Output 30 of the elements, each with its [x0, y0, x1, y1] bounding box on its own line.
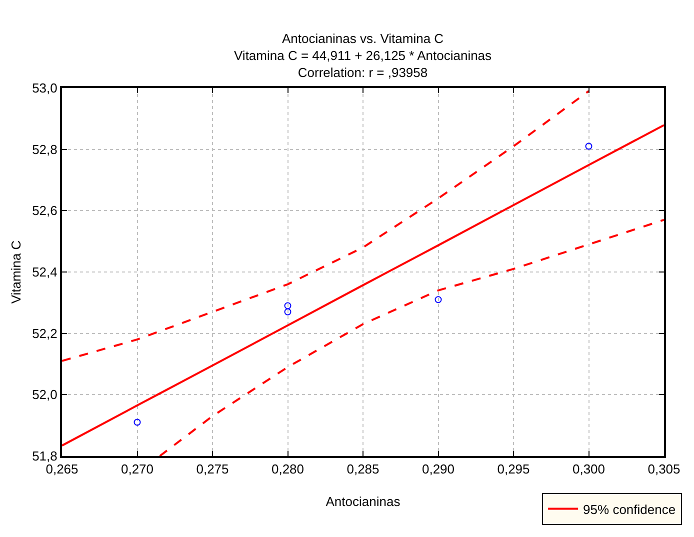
y-tick-label: 52,8 — [32, 142, 58, 157]
x-tick-label: 0,285 — [346, 462, 380, 477]
point — [434, 296, 442, 304]
y-tick-label: 53,0 — [32, 80, 58, 96]
chart-title: Antocianinas vs. Vitamina C — [282, 31, 444, 46]
y-tick-label: 52,4 — [32, 264, 58, 280]
text: Correlation: r = ,93958 — [298, 64, 428, 80]
x-tick-label: 0,265 — [46, 462, 78, 477]
legend-label: 95% confidence — [583, 502, 676, 517]
x-tick-label: 0,305 — [648, 462, 680, 477]
x-tick-label: 0,280 — [271, 462, 304, 477]
x-tick-label: 0,270 — [120, 462, 154, 477]
x-tick-label: 0,300 — [572, 462, 606, 477]
y-tick-label: 52,0 — [32, 387, 58, 402]
x-axis-title: Antocianinas — [326, 494, 401, 509]
y-axis-title: Vitamina C — [8, 240, 24, 304]
x-tick-label: 0,290 — [422, 462, 455, 477]
point — [284, 308, 292, 316]
y-tick-label: 52,2 — [32, 326, 58, 341]
line-series — [62, 90, 590, 362]
line-series — [158, 218, 664, 456]
y-tick-label: 52,6 — [32, 203, 58, 218]
point — [585, 142, 592, 150]
y-tick-label: 51,8 — [32, 448, 58, 464]
point — [284, 302, 292, 310]
x-tick-label: 0,295 — [497, 462, 530, 477]
chart-subtitle: Vitamina C = 44,911 + 26,125 * Antocianinas — [234, 48, 492, 63]
point — [134, 418, 141, 426]
line-series — [62, 124, 664, 447]
x-tick-label: 0,275 — [196, 462, 229, 477]
